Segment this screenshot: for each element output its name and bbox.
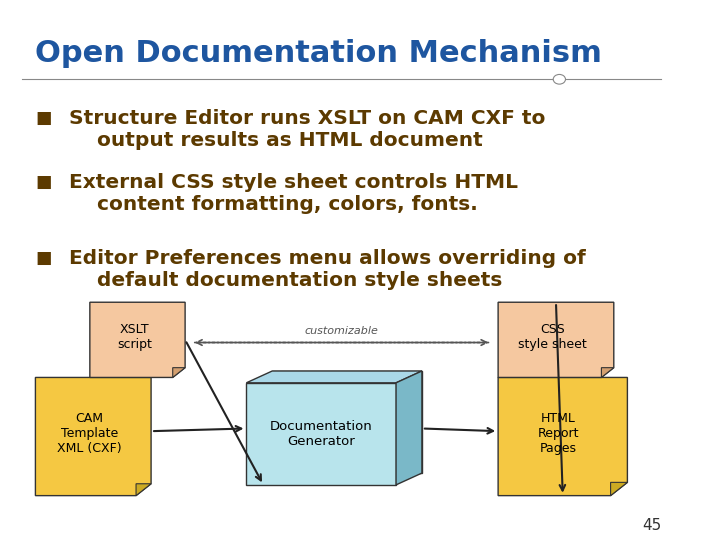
Text: customizable: customizable: [305, 326, 379, 335]
Text: Open Documentation Mechanism: Open Documentation Mechanism: [35, 39, 603, 68]
Text: HTML
Report
Pages: HTML Report Pages: [538, 411, 580, 455]
Text: External CSS style sheet controls HTML
    content formatting, colors, fonts.: External CSS style sheet controls HTML c…: [69, 173, 518, 214]
Text: XSLT
script: XSLT script: [117, 323, 152, 352]
Polygon shape: [498, 302, 613, 377]
Text: Editor Preferences menu allows overriding of
    default documentation style she: Editor Preferences menu allows overridin…: [69, 248, 586, 289]
Text: Documentation
Generator: Documentation Generator: [270, 420, 372, 448]
Polygon shape: [396, 371, 422, 485]
Polygon shape: [498, 377, 627, 496]
Text: CSS
style sheet: CSS style sheet: [518, 323, 588, 352]
Circle shape: [553, 75, 565, 84]
FancyBboxPatch shape: [246, 383, 396, 485]
Polygon shape: [246, 371, 422, 383]
Text: ■: ■: [35, 109, 52, 127]
Text: Structure Editor runs XSLT on CAM CXF to
    output results as HTML document: Structure Editor runs XSLT on CAM CXF to…: [69, 109, 546, 150]
FancyBboxPatch shape: [272, 371, 422, 473]
Text: ■: ■: [35, 173, 52, 191]
Polygon shape: [601, 368, 613, 377]
Polygon shape: [173, 368, 185, 377]
Text: ■: ■: [35, 248, 52, 267]
Polygon shape: [35, 377, 151, 496]
Polygon shape: [611, 482, 627, 496]
Polygon shape: [90, 302, 185, 377]
Text: CAM
Template
XML (CXF): CAM Template XML (CXF): [57, 412, 122, 455]
Text: 45: 45: [642, 518, 662, 533]
Polygon shape: [136, 484, 151, 496]
